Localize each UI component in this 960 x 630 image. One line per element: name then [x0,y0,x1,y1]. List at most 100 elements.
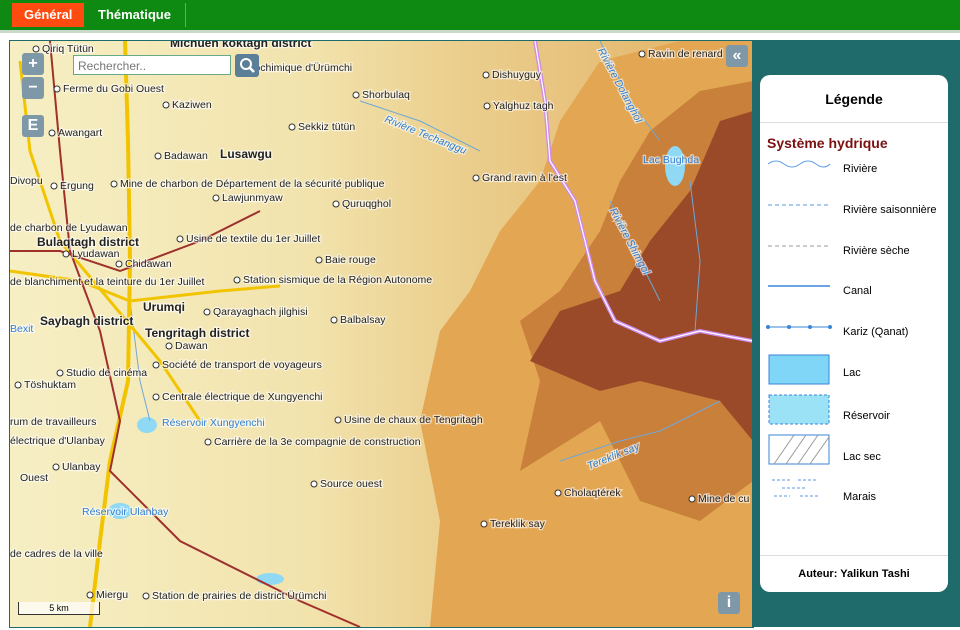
place-marker [483,102,491,110]
divider [760,122,948,123]
place-marker [48,129,56,137]
place-label: Grand ravin à l'est [482,172,567,184]
place-label: Dishuyguy [492,69,542,81]
place-label: Bexit [10,323,33,335]
legend-item: Rivière saisonnière [843,204,937,216]
place-label: Lyudawan [72,248,120,260]
legend-item: Marais [843,491,877,503]
place-marker [142,592,150,600]
place-marker [110,180,118,188]
legend-item: Kariz (Qanat) [843,326,909,338]
place-marker [152,393,160,401]
place-marker [32,45,40,53]
place-marker [50,182,58,190]
place-label: de charbon de Lyudawan [10,222,128,234]
place-marker [86,591,94,599]
top-bar: Général Thématique [0,0,960,33]
place-marker [204,438,212,446]
place-marker [352,91,360,99]
place-marker [233,276,241,284]
place-label: Tengritagh district [145,326,249,340]
place-label: Kaziwen [172,99,212,111]
place-marker [310,480,318,488]
place-label: Yalghuz tagh [493,100,554,112]
legend-item: Rivière sèche [843,245,910,257]
author: Auteur: Yalikun Tashi [798,568,910,580]
place-label: Ravin de renard [648,48,723,60]
place-marker [52,463,60,471]
place-label: Tereklik say [490,518,546,530]
collapse-button[interactable]: « [726,45,748,67]
place-label: Bulaqtagh district [37,235,139,249]
place-marker [152,361,160,369]
place-label: Baie rouge [325,254,376,266]
lake [665,146,685,186]
legend: Légende Système hydrique Rivière Rivière … [760,75,948,592]
map-canvas: Qiriq Tütün Michuen koktagh district troch… [10,41,753,627]
legend-item: Lac [843,367,861,379]
tab[interactable]: Thématique [86,3,186,27]
place-label: Michuen koktagh district [170,41,311,50]
place-label: Usine de textile du 1er Juillet [186,233,320,245]
legend-symbols [766,160,832,497]
place-label: Qiriq Tütün [42,43,94,55]
place-label: Miergu [96,589,128,601]
place-marker [212,194,220,202]
zoom-in[interactable]: + [22,53,44,75]
place-marker [14,381,22,389]
labels: Qiriq Tütün Michuen koktagh district troch… [10,41,751,603]
zoom-out[interactable]: − [22,77,44,99]
symbol-marsh [772,479,820,497]
lake [108,503,132,519]
symbol-reservoir [768,394,830,425]
map[interactable]: Qiriq Tütün Michuen koktagh district troch… [9,40,754,628]
place-label: de cadres de la ville [10,548,103,560]
place-label: Cholaqtérek [564,487,621,499]
tab[interactable]: Général [12,3,85,27]
place-label: Chidawan [125,258,172,270]
place-label: Dawan [175,340,208,352]
symbol-dry-lake [768,434,830,465]
place-label: Sekkiz tütün [298,121,355,133]
place-label: rum de travailleurs [10,416,96,428]
place-marker [62,250,70,258]
place-marker [330,316,338,324]
place-label: Source ouest [320,478,382,490]
place-label: Société de transport de voyageurs [162,359,322,371]
legend-item: Canal [843,285,872,297]
boundary [534,41,753,342]
scale-bar: 5 km [18,602,100,615]
place-marker [482,71,490,79]
place-label: Töshuktam [24,379,76,391]
place-marker [638,50,646,58]
place-label: Qarayaghach jilghisi [213,306,308,318]
symbol-river [767,160,831,168]
place-label: Quruqghol [342,198,391,210]
place-label: Balbalsay [340,314,386,326]
place-marker [165,342,173,350]
place-label: électrique d'Ulanbay [10,435,106,447]
info-button[interactable]: i [718,592,740,614]
search-input[interactable]: Rechercher.. [73,55,231,75]
place-label: Usine de chaux de Tengritagh [344,414,483,426]
layers-button[interactable]: E [22,115,44,137]
legend-section: Système hydrique [767,135,888,151]
hatch [773,434,830,465]
place-label: Saybagh district [40,314,133,328]
place-label: Urumqi [143,300,185,314]
place-label: Station sismique de la Région Autonome [243,274,432,286]
place-label: Réservoir Ulanbay [82,506,169,518]
place-label: de blanchiment et la teinture du 1er Jui… [10,276,204,288]
place-marker [56,369,64,377]
place-marker [688,495,696,503]
search-button[interactable] [235,54,259,77]
legend-item: Réservoir [843,410,891,422]
place-label: Mine de cu [698,493,750,505]
place-label: Carrière de la 3e compagnie de construct… [214,436,421,448]
place-marker [176,235,184,243]
place-marker [154,152,162,160]
search-icon [240,58,255,73]
place-marker [315,256,323,264]
place-label: Badawan [164,150,208,162]
